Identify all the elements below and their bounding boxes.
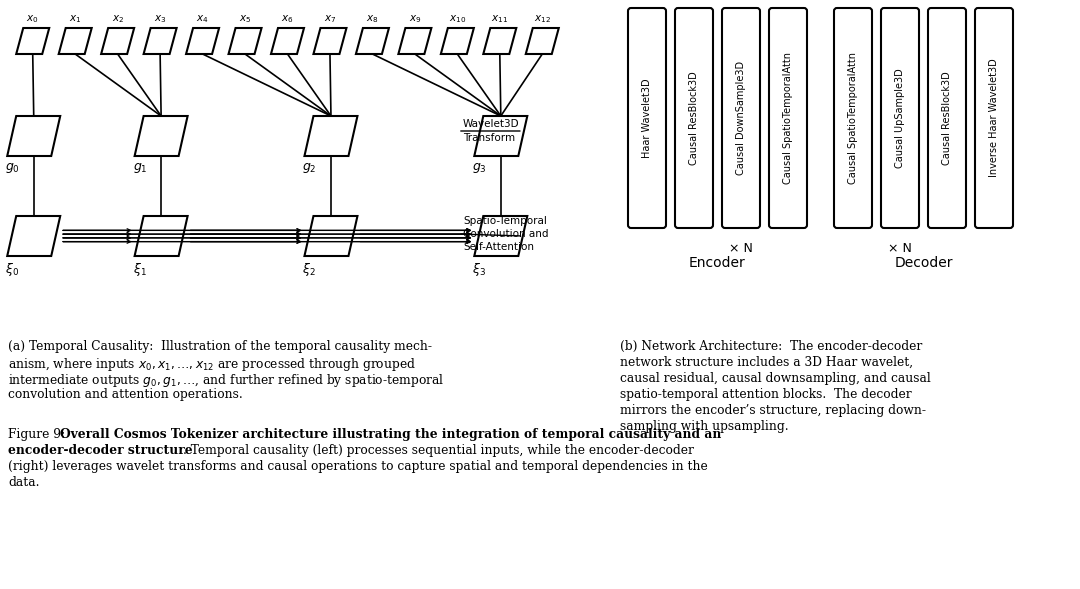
Polygon shape (526, 28, 558, 54)
Text: $\xi_{0}$: $\xi_{0}$ (5, 261, 19, 278)
Text: Overall Cosmos Tokenizer architecture illustrating the integration of temporal c: Overall Cosmos Tokenizer architecture il… (60, 428, 721, 441)
Text: sampling with upsampling.: sampling with upsampling. (620, 420, 788, 433)
Polygon shape (305, 216, 357, 256)
Text: × N: × N (888, 242, 912, 255)
Polygon shape (102, 28, 134, 54)
Text: Causal ResBlock3D: Causal ResBlock3D (689, 71, 699, 165)
Polygon shape (474, 116, 527, 156)
Text: $x_{11}$: $x_{11}$ (491, 13, 509, 25)
Text: $x_{8}$: $x_{8}$ (366, 13, 379, 25)
Text: $g_{3}$: $g_{3}$ (472, 161, 487, 175)
Text: anism, where inputs $x_0, x_1, \ldots, x_{12}$ are processed through grouped: anism, where inputs $x_0, x_1, \ldots, x… (8, 356, 416, 373)
Text: convolution and attention operations.: convolution and attention operations. (8, 388, 243, 401)
Text: (b) Network Architecture:  The encoder-decoder: (b) Network Architecture: The encoder-de… (620, 340, 922, 353)
Text: $x_{2}$: $x_{2}$ (111, 13, 124, 25)
Polygon shape (16, 28, 50, 54)
Polygon shape (305, 116, 357, 156)
Polygon shape (58, 28, 92, 54)
FancyBboxPatch shape (627, 8, 666, 228)
Text: $\xi_{2}$: $\xi_{2}$ (302, 261, 316, 278)
Text: mirrors the encoder’s structure, replacing down-: mirrors the encoder’s structure, replaci… (620, 404, 926, 417)
FancyBboxPatch shape (723, 8, 760, 228)
Polygon shape (474, 216, 527, 256)
Text: (right) leverages wavelet transforms and causal operations to capture spatial an: (right) leverages wavelet transforms and… (8, 460, 707, 473)
Polygon shape (441, 28, 474, 54)
Text: Figure 9:: Figure 9: (8, 428, 69, 441)
Text: (a) Temporal Causality:  Illustration of the temporal causality mech-: (a) Temporal Causality: Illustration of … (8, 340, 432, 353)
Text: spatio-temporal attention blocks.  The decoder: spatio-temporal attention blocks. The de… (620, 388, 912, 401)
Polygon shape (8, 216, 60, 256)
Text: . Temporal causality (left) processes sequential inputs, while the encoder-decod: . Temporal causality (left) processes se… (183, 444, 693, 457)
FancyBboxPatch shape (928, 8, 966, 228)
Text: Causal SpatioTemporalAttn: Causal SpatioTemporalAttn (848, 52, 858, 184)
Text: $x_{7}$: $x_{7}$ (324, 13, 336, 25)
Polygon shape (313, 28, 347, 54)
Text: $\xi_{3}$: $\xi_{3}$ (472, 261, 486, 278)
Text: Inverse Haar Wavelet3D: Inverse Haar Wavelet3D (989, 59, 999, 177)
Text: $x_{0}$: $x_{0}$ (27, 13, 39, 25)
Text: $\xi_{1}$: $\xi_{1}$ (133, 261, 147, 278)
Text: $g_{2}$: $g_{2}$ (302, 161, 318, 175)
FancyBboxPatch shape (834, 8, 872, 228)
Polygon shape (229, 28, 261, 54)
Text: Decoder: Decoder (894, 256, 953, 270)
Text: Causal ResBlock3D: Causal ResBlock3D (942, 71, 951, 165)
Text: $g_{0}$: $g_{0}$ (5, 161, 21, 175)
Text: Haar Wavelet3D: Haar Wavelet3D (642, 78, 652, 158)
Text: $x_{10}$: $x_{10}$ (449, 13, 465, 25)
Text: causal residual, causal downsampling, and causal: causal residual, causal downsampling, an… (620, 372, 931, 385)
Text: $x_{3}$: $x_{3}$ (153, 13, 166, 25)
FancyBboxPatch shape (881, 8, 919, 228)
Text: $x_{6}$: $x_{6}$ (281, 13, 294, 25)
Polygon shape (135, 116, 188, 156)
Text: Encoder: Encoder (689, 256, 746, 270)
Text: intermediate outputs $g_0, g_1, \ldots$, and further refined by spatio-temporal: intermediate outputs $g_0, g_1, \ldots$,… (8, 372, 444, 389)
Polygon shape (186, 28, 219, 54)
FancyBboxPatch shape (675, 8, 713, 228)
Text: Causal SpatioTemporalAttn: Causal SpatioTemporalAttn (783, 52, 793, 184)
Text: Causal UpSample3D: Causal UpSample3D (895, 68, 905, 168)
Polygon shape (8, 116, 60, 156)
Text: $x_{5}$: $x_{5}$ (239, 13, 252, 25)
Text: $g_{1}$: $g_{1}$ (133, 161, 147, 175)
Text: $x_{4}$: $x_{4}$ (197, 13, 208, 25)
Text: $x_{12}$: $x_{12}$ (534, 13, 551, 25)
Polygon shape (484, 28, 516, 54)
Polygon shape (144, 28, 177, 54)
Text: Spatio-Temporal
Convolution and
Self-Attention: Spatio-Temporal Convolution and Self-Att… (463, 216, 549, 252)
Text: encoder-decoder structure: encoder-decoder structure (8, 444, 192, 457)
FancyBboxPatch shape (769, 8, 807, 228)
Text: Wavelet3D
Transform: Wavelet3D Transform (463, 120, 519, 143)
Text: × N: × N (729, 242, 753, 255)
Text: network structure includes a 3D Haar wavelet,: network structure includes a 3D Haar wav… (620, 356, 913, 369)
FancyBboxPatch shape (975, 8, 1013, 228)
Text: Causal DownSample3D: Causal DownSample3D (735, 61, 746, 175)
Text: $x_{9}$: $x_{9}$ (408, 13, 421, 25)
Polygon shape (356, 28, 389, 54)
Polygon shape (399, 28, 431, 54)
Polygon shape (271, 28, 303, 54)
Polygon shape (135, 216, 188, 256)
Text: $x_{1}$: $x_{1}$ (69, 13, 81, 25)
Text: data.: data. (8, 476, 40, 489)
